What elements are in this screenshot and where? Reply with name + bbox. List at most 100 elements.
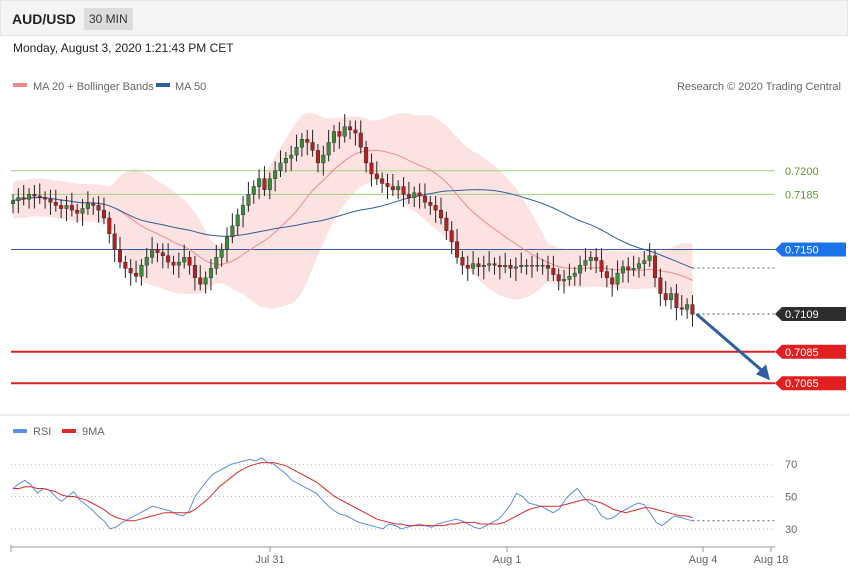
candle-body (273, 170, 278, 179)
rsi-level-label-30: 30 (785, 524, 797, 536)
candle-body (310, 142, 315, 151)
candle-body (208, 268, 213, 279)
candle-body (674, 293, 679, 308)
candle-body (610, 277, 615, 285)
x-tick-label-Aug 4: Aug 4 (689, 554, 718, 566)
candle-body (283, 158, 288, 164)
rsi-level-label-70: 70 (785, 459, 797, 471)
rsi-legend-swatch (13, 429, 27, 433)
level-label-0.7065: 0.7065 (785, 378, 819, 390)
candle-body (187, 257, 192, 266)
candle-body (278, 162, 283, 172)
candle-body (315, 150, 320, 164)
chart-header: AUD/USD 30 MIN (0, 0, 848, 36)
instrument-title: AUD/USD (12, 11, 76, 27)
candle-body (369, 162, 374, 175)
candle-body (85, 203, 90, 209)
candle-body (669, 293, 674, 301)
candle-body (203, 277, 208, 285)
candle-body (503, 265, 508, 268)
candle-body (257, 178, 262, 187)
x-tick-label-Jul 31: Jul 31 (255, 554, 284, 566)
x-tick-label-Aug 18: Aug 18 (754, 554, 789, 566)
level-label-0.7109: 0.7109 (785, 309, 819, 321)
candle-body (364, 147, 369, 164)
candle-body (150, 249, 155, 258)
candle-body (262, 178, 267, 190)
candle-body (583, 260, 588, 266)
candle-body (497, 265, 502, 268)
candle-body (546, 265, 551, 269)
candle-body (385, 183, 390, 187)
candle-body (540, 265, 545, 267)
candle-body (235, 214, 240, 227)
candle-body (64, 205, 69, 209)
level-label-0.7185: 0.7185 (785, 189, 819, 201)
candle-body (326, 142, 331, 156)
candle-body (198, 277, 203, 285)
forecast-arrow-shaft (695, 312, 765, 374)
candle-body (139, 265, 144, 277)
candle-body (422, 195, 427, 203)
candle-body (241, 205, 246, 216)
ma9-legend-label: 9MA (82, 426, 105, 438)
candle-body (224, 236, 229, 250)
level-tag-0.7150 (775, 242, 846, 257)
candle-body (594, 257, 599, 261)
candle-body (406, 194, 411, 198)
candle-body (428, 202, 433, 206)
ma20-legend-label: MA 20 + Bollinger Bands (33, 81, 154, 93)
candle-body (481, 265, 486, 268)
candle-body (626, 266, 631, 271)
level-label-0.7200: 0.7200 (785, 166, 819, 178)
candle-body (636, 263, 641, 269)
candle-body (658, 277, 663, 294)
candle-body (455, 241, 460, 258)
candle-body (679, 307, 684, 310)
candle-body (219, 249, 224, 258)
level-label-0.7085: 0.7085 (785, 347, 819, 359)
level-label-0.7150: 0.7150 (785, 244, 819, 256)
timeframe-badge[interactable]: 30 MIN (84, 8, 133, 30)
candle-body (299, 139, 304, 148)
candle-body (572, 272, 577, 277)
candle-body (374, 173, 379, 179)
candle-body (112, 233, 117, 250)
rsi-series-9MA (13, 462, 693, 527)
candle-body (631, 268, 636, 271)
candle-body (251, 186, 256, 195)
candle-body (342, 126, 347, 137)
candle-body (305, 139, 310, 143)
candle-body (647, 255, 652, 261)
candle-body (337, 131, 342, 137)
candle-body (43, 197, 48, 200)
ma50-legend-swatch (156, 83, 170, 87)
candle-body (358, 132, 363, 148)
candle-body (417, 192, 422, 197)
candle-body (444, 217, 449, 231)
candle-body (567, 276, 572, 280)
candle-body (390, 186, 395, 190)
candle-body (508, 265, 513, 269)
candle-body (128, 268, 133, 274)
candle-body (513, 266, 518, 269)
candle-body (214, 257, 219, 269)
candle-body (10, 200, 15, 205)
bollinger-band (13, 112, 693, 318)
forecast-arrow-head (756, 364, 770, 381)
candle-body (690, 304, 695, 315)
candle-body (524, 265, 529, 267)
candle-body (401, 186, 406, 195)
candle-body (492, 263, 497, 266)
credit-text: Research © 2020 Trading Central (677, 81, 841, 93)
candle-body (176, 261, 181, 266)
candle-body (246, 194, 251, 206)
candle-body (294, 147, 299, 156)
candle-body (134, 272, 139, 277)
candle-body (21, 197, 26, 200)
candle-body (396, 186, 401, 190)
candle-body (59, 205, 64, 209)
candle-body (91, 203, 96, 206)
candle-body (465, 265, 470, 269)
candle-body (117, 249, 122, 263)
